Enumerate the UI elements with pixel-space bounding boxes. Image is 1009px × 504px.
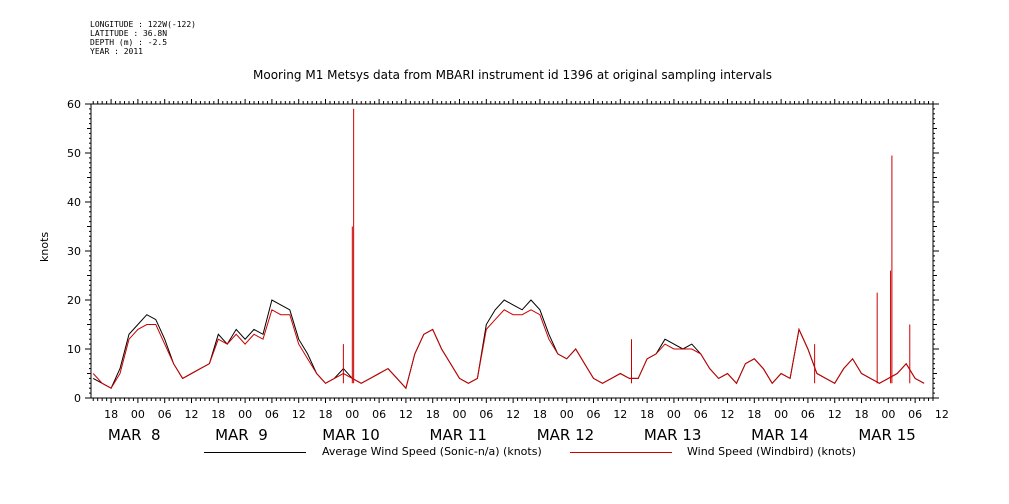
x-hour-label: 06 xyxy=(587,408,601,421)
x-hour-label: 12 xyxy=(292,408,306,421)
chart-title: Mooring M1 Metsys data from MBARI instru… xyxy=(253,68,772,82)
x-hour-label: 00 xyxy=(560,408,574,421)
legend-swatch-series1 xyxy=(204,452,306,453)
series-line-2 xyxy=(92,309,925,390)
x-hour-label: 18 xyxy=(747,408,761,421)
x-day-label: MAR 13 xyxy=(644,426,701,444)
y-tick-label: 50 xyxy=(67,147,81,160)
x-hour-label: 18 xyxy=(211,408,225,421)
y-tick-label: 60 xyxy=(67,98,81,111)
x-hour-label: 12 xyxy=(721,408,735,421)
y-tick-label: 20 xyxy=(67,294,81,307)
legend-swatch-series2 xyxy=(570,452,672,453)
y-tick-label: 0 xyxy=(74,392,81,405)
meta-longitude: LONGITUDE : 122W(-122) xyxy=(90,20,196,29)
plot-frame xyxy=(90,103,934,399)
x-hour-label: 06 xyxy=(908,408,922,421)
x-hour-label: 06 xyxy=(372,408,386,421)
x-hour-label: 06 xyxy=(694,408,708,421)
metadata-block: LONGITUDE : 122W(-122) LATITUDE : 36.8N … xyxy=(90,20,196,56)
x-day-label: MAR 14 xyxy=(751,426,808,444)
y-tick-label: 10 xyxy=(67,343,81,356)
x-hour-label: 00 xyxy=(774,408,788,421)
x-hour-label: 12 xyxy=(399,408,413,421)
x-hour-label: 12 xyxy=(506,408,520,421)
x-day-label: MAR 12 xyxy=(537,426,594,444)
meta-latitude: LATITUDE : 36.8N xyxy=(90,29,168,38)
x-hour-label: 00 xyxy=(881,408,895,421)
x-hour-label: 18 xyxy=(533,408,547,421)
x-hour-label: 06 xyxy=(158,408,172,421)
legend: Average Wind Speed (Sonic-n/a) (knots) W… xyxy=(0,444,1009,464)
x-day-label: MAR 10 xyxy=(322,426,379,444)
x-hour-label: 18 xyxy=(855,408,869,421)
meta-year: YEAR : 2011 xyxy=(90,47,143,56)
x-hour-label: 00 xyxy=(345,408,359,421)
x-hour-label: 06 xyxy=(479,408,493,421)
x-hour-label: 18 xyxy=(319,408,333,421)
x-day-label: MAR 15 xyxy=(858,426,915,444)
x-hour-label: 06 xyxy=(265,408,279,421)
x-hour-label: 12 xyxy=(828,408,842,421)
x-hour-label: 06 xyxy=(801,408,815,421)
legend-label-series1: Average Wind Speed (Sonic-n/a) (knots) xyxy=(322,445,542,458)
x-hour-label: 18 xyxy=(426,408,440,421)
series-line-1 xyxy=(92,299,925,390)
x-hour-label: 12 xyxy=(185,408,199,421)
x-day-label: MAR 11 xyxy=(430,426,487,444)
x-day-label: MAR 8 xyxy=(108,426,161,444)
meta-depth: DEPTH (m) : -2.5 xyxy=(90,38,168,47)
x-hour-label: 12 xyxy=(935,408,949,421)
x-hour-label: 00 xyxy=(667,408,681,421)
x-hour-label: 18 xyxy=(640,408,654,421)
x-hour-label: 00 xyxy=(453,408,467,421)
x-hour-label: 00 xyxy=(131,408,145,421)
x-hour-label: 00 xyxy=(238,408,252,421)
x-hour-label: 12 xyxy=(613,408,627,421)
y-tick-label: 30 xyxy=(67,245,81,258)
y-tick-label: 40 xyxy=(67,196,81,209)
x-hour-label: 18 xyxy=(104,408,118,421)
legend-label-series2: Wind Speed (Windbird) (knots) xyxy=(687,445,856,458)
x-day-label: MAR 9 xyxy=(215,426,268,444)
